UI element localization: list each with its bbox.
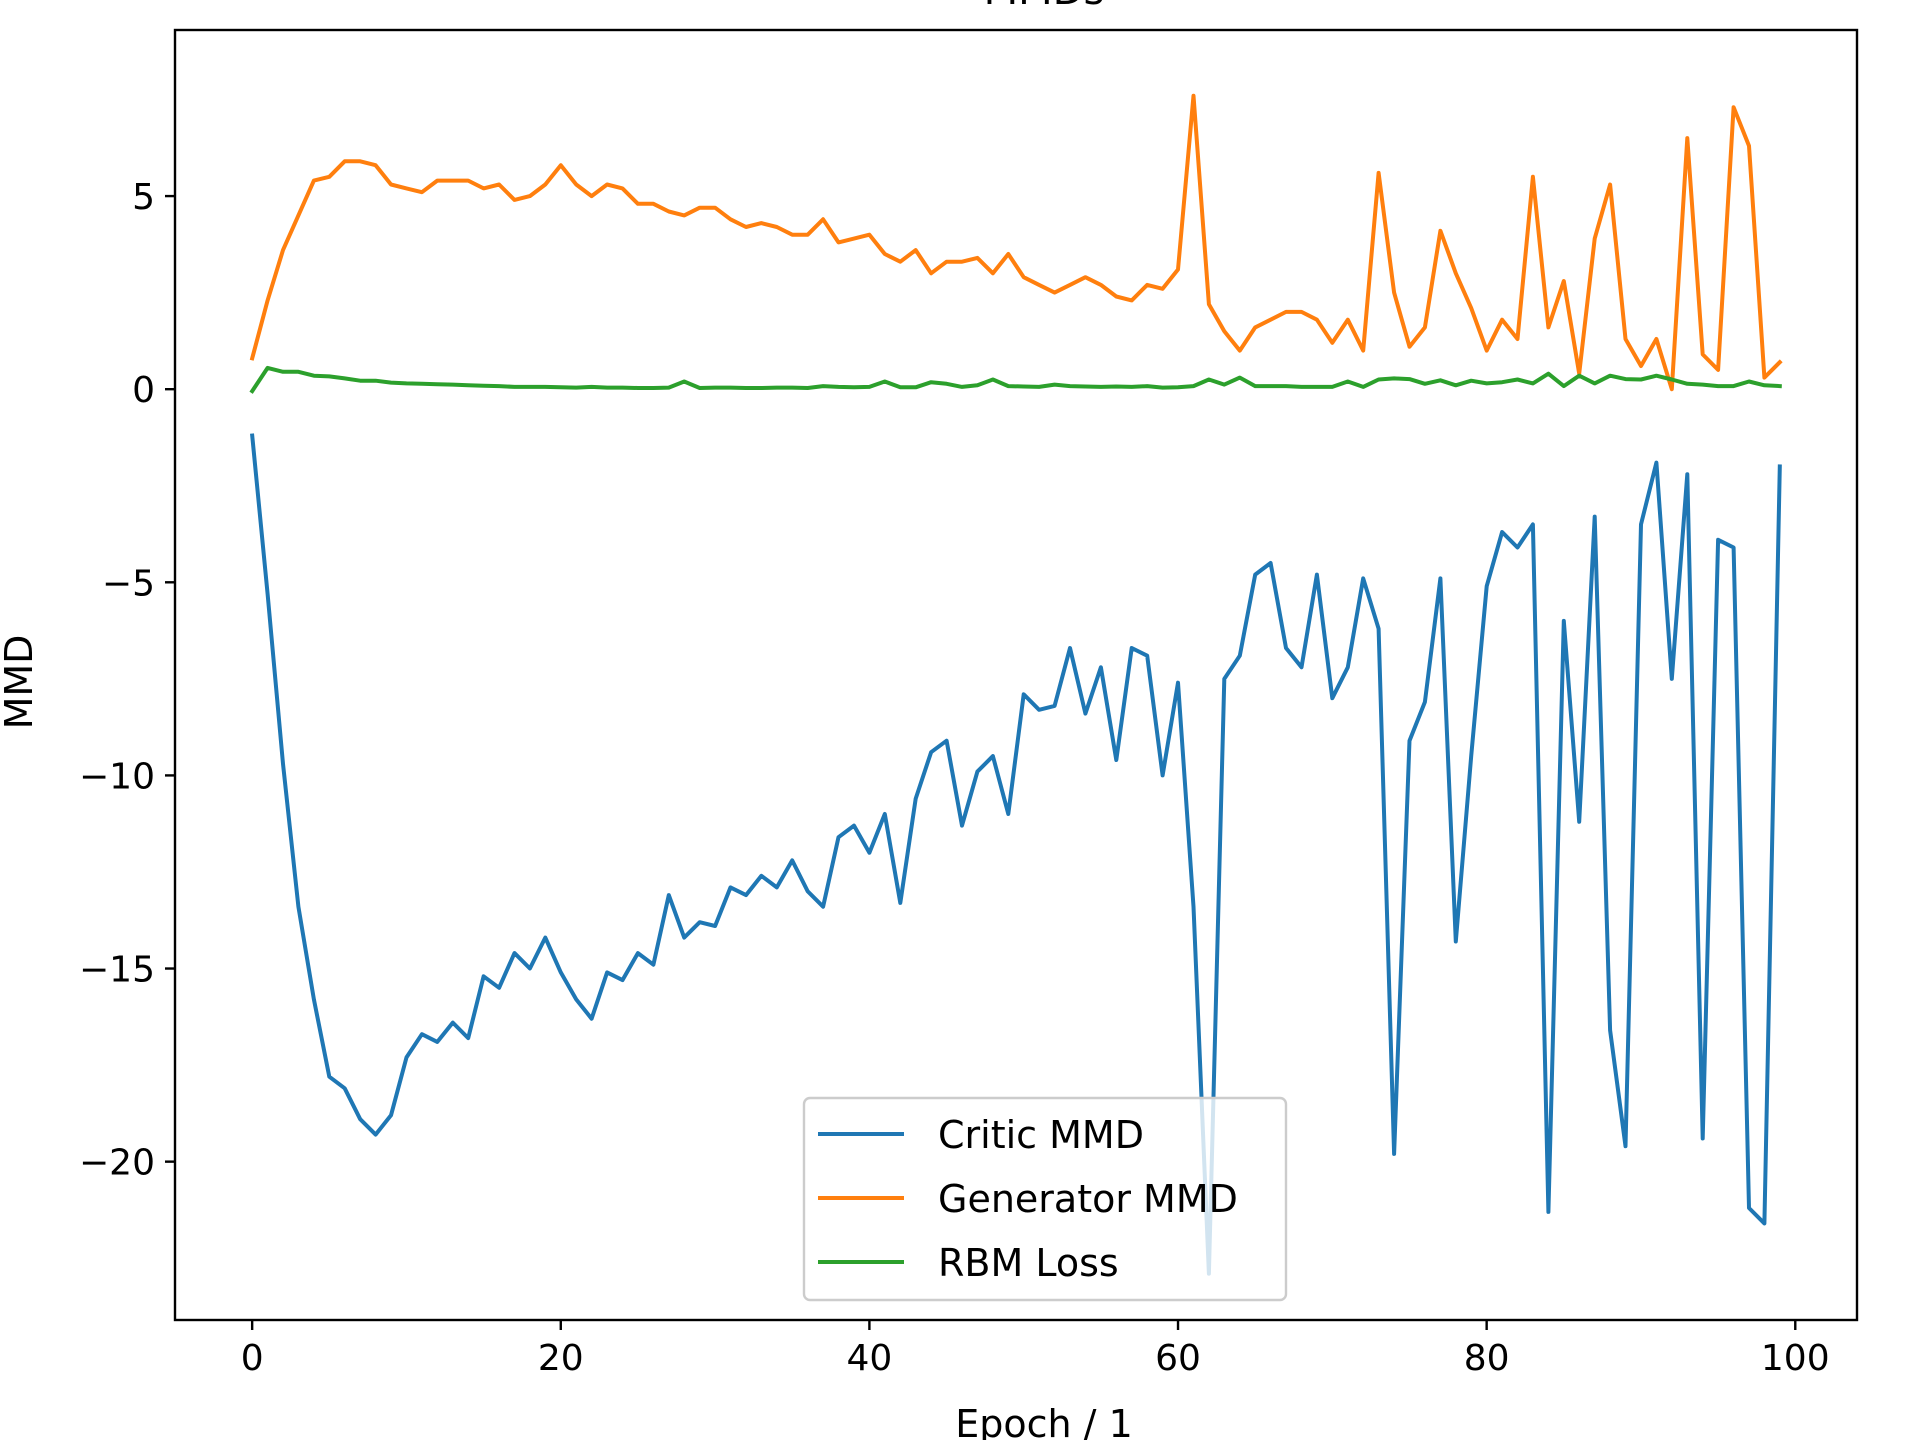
- x-tick-label: 40: [846, 1338, 892, 1379]
- series-line-critic-mmd: [250, 433, 1782, 1276]
- y-tick-label: −5: [102, 563, 155, 604]
- y-axis-title: MMD: [0, 635, 41, 730]
- x-axis-title: Epoch / 1: [955, 1402, 1133, 1440]
- series-layer: [249, 93, 1783, 1276]
- legend-label: Generator MMD: [938, 1177, 1238, 1221]
- legend-label: Critic MMD: [938, 1113, 1144, 1157]
- x-tick-label: 60: [1155, 1338, 1201, 1379]
- ticks-layer: 0 20 40 60 80 100 5 0 −5 −10 −15 −20: [79, 177, 1830, 1379]
- x-tick-label: 80: [1464, 1338, 1510, 1379]
- plot-frame: [173, 28, 1859, 1322]
- legend-label: RBM Loss: [938, 1241, 1119, 1285]
- y-tick-label: −20: [79, 1143, 155, 1184]
- x-tick-label: 100: [1761, 1338, 1830, 1379]
- chart-title: MMDs: [984, 0, 1105, 14]
- x-tick-label: 0: [241, 1338, 264, 1379]
- series-line-rbm-loss: [249, 365, 1782, 394]
- legend-box: [802, 1096, 1288, 1302]
- y-tick-label: 5: [132, 177, 155, 218]
- legend: Critic MMD Generator MMD RBM Loss: [802, 1096, 1288, 1302]
- series-line-generator-mmd: [249, 93, 1783, 392]
- y-tick-label: −15: [79, 950, 155, 991]
- y-tick-label: 0: [132, 370, 155, 411]
- x-tick-label: 20: [538, 1338, 584, 1379]
- y-tick-label: −10: [79, 756, 155, 797]
